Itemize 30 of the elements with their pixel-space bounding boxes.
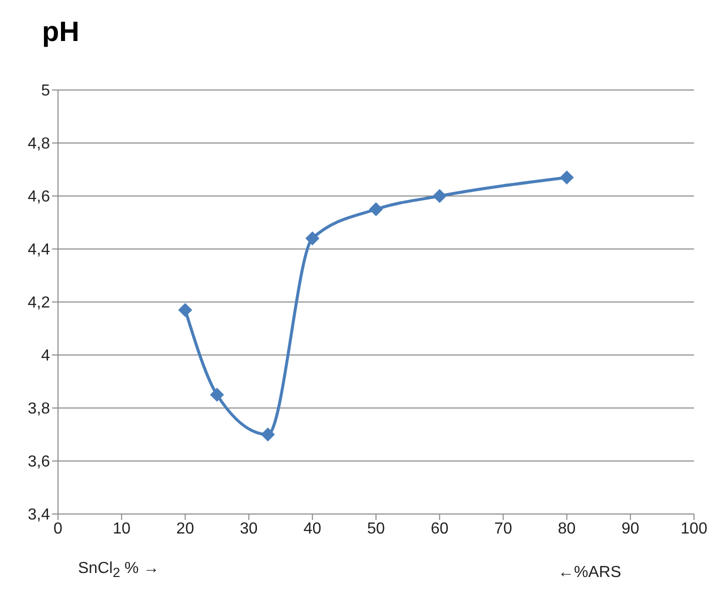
x-tick-label: 20 bbox=[176, 520, 194, 538]
y-tick-label: 4,8 bbox=[28, 136, 50, 153]
y-tick-label: 3,8 bbox=[28, 400, 50, 418]
y-tick-label: 4,4 bbox=[28, 242, 50, 259]
y-tick-label: 3,4 bbox=[28, 506, 50, 524]
point bbox=[210, 388, 224, 402]
point bbox=[369, 202, 383, 216]
x-tick-label: 60 bbox=[430, 520, 449, 538]
point bbox=[560, 170, 574, 184]
y-tick-label: 4,2 bbox=[28, 294, 50, 312]
x-tick-label: 100 bbox=[680, 520, 708, 538]
x-tick-label: 0 bbox=[54, 520, 63, 538]
y-tick-label: 3,6 bbox=[28, 454, 50, 471]
x-tick-label: 70 bbox=[494, 520, 512, 538]
x-axis-title: SnCl$_{2}$ % → bbox=[78, 560, 160, 580]
y-axis-title: pH bbox=[42, 16, 80, 48]
y-tick-label: 5 bbox=[41, 82, 50, 100]
point bbox=[432, 189, 447, 203]
x-tick-label: 10 bbox=[112, 520, 131, 538]
point bbox=[305, 231, 320, 246]
point bbox=[260, 428, 275, 442]
x-tick-label: 40 bbox=[304, 520, 322, 538]
x-tick-label: 90 bbox=[622, 520, 640, 538]
x-tick-label: 80 bbox=[558, 520, 576, 538]
y-tick-label: 4 bbox=[41, 348, 50, 365]
x-tick-label: 30 bbox=[240, 520, 258, 538]
text: ←%ARS bbox=[558, 564, 622, 582]
y-tick-label: 4,6 bbox=[28, 188, 50, 206]
point bbox=[178, 302, 192, 317]
x-tick-label: 50 bbox=[367, 520, 385, 538]
